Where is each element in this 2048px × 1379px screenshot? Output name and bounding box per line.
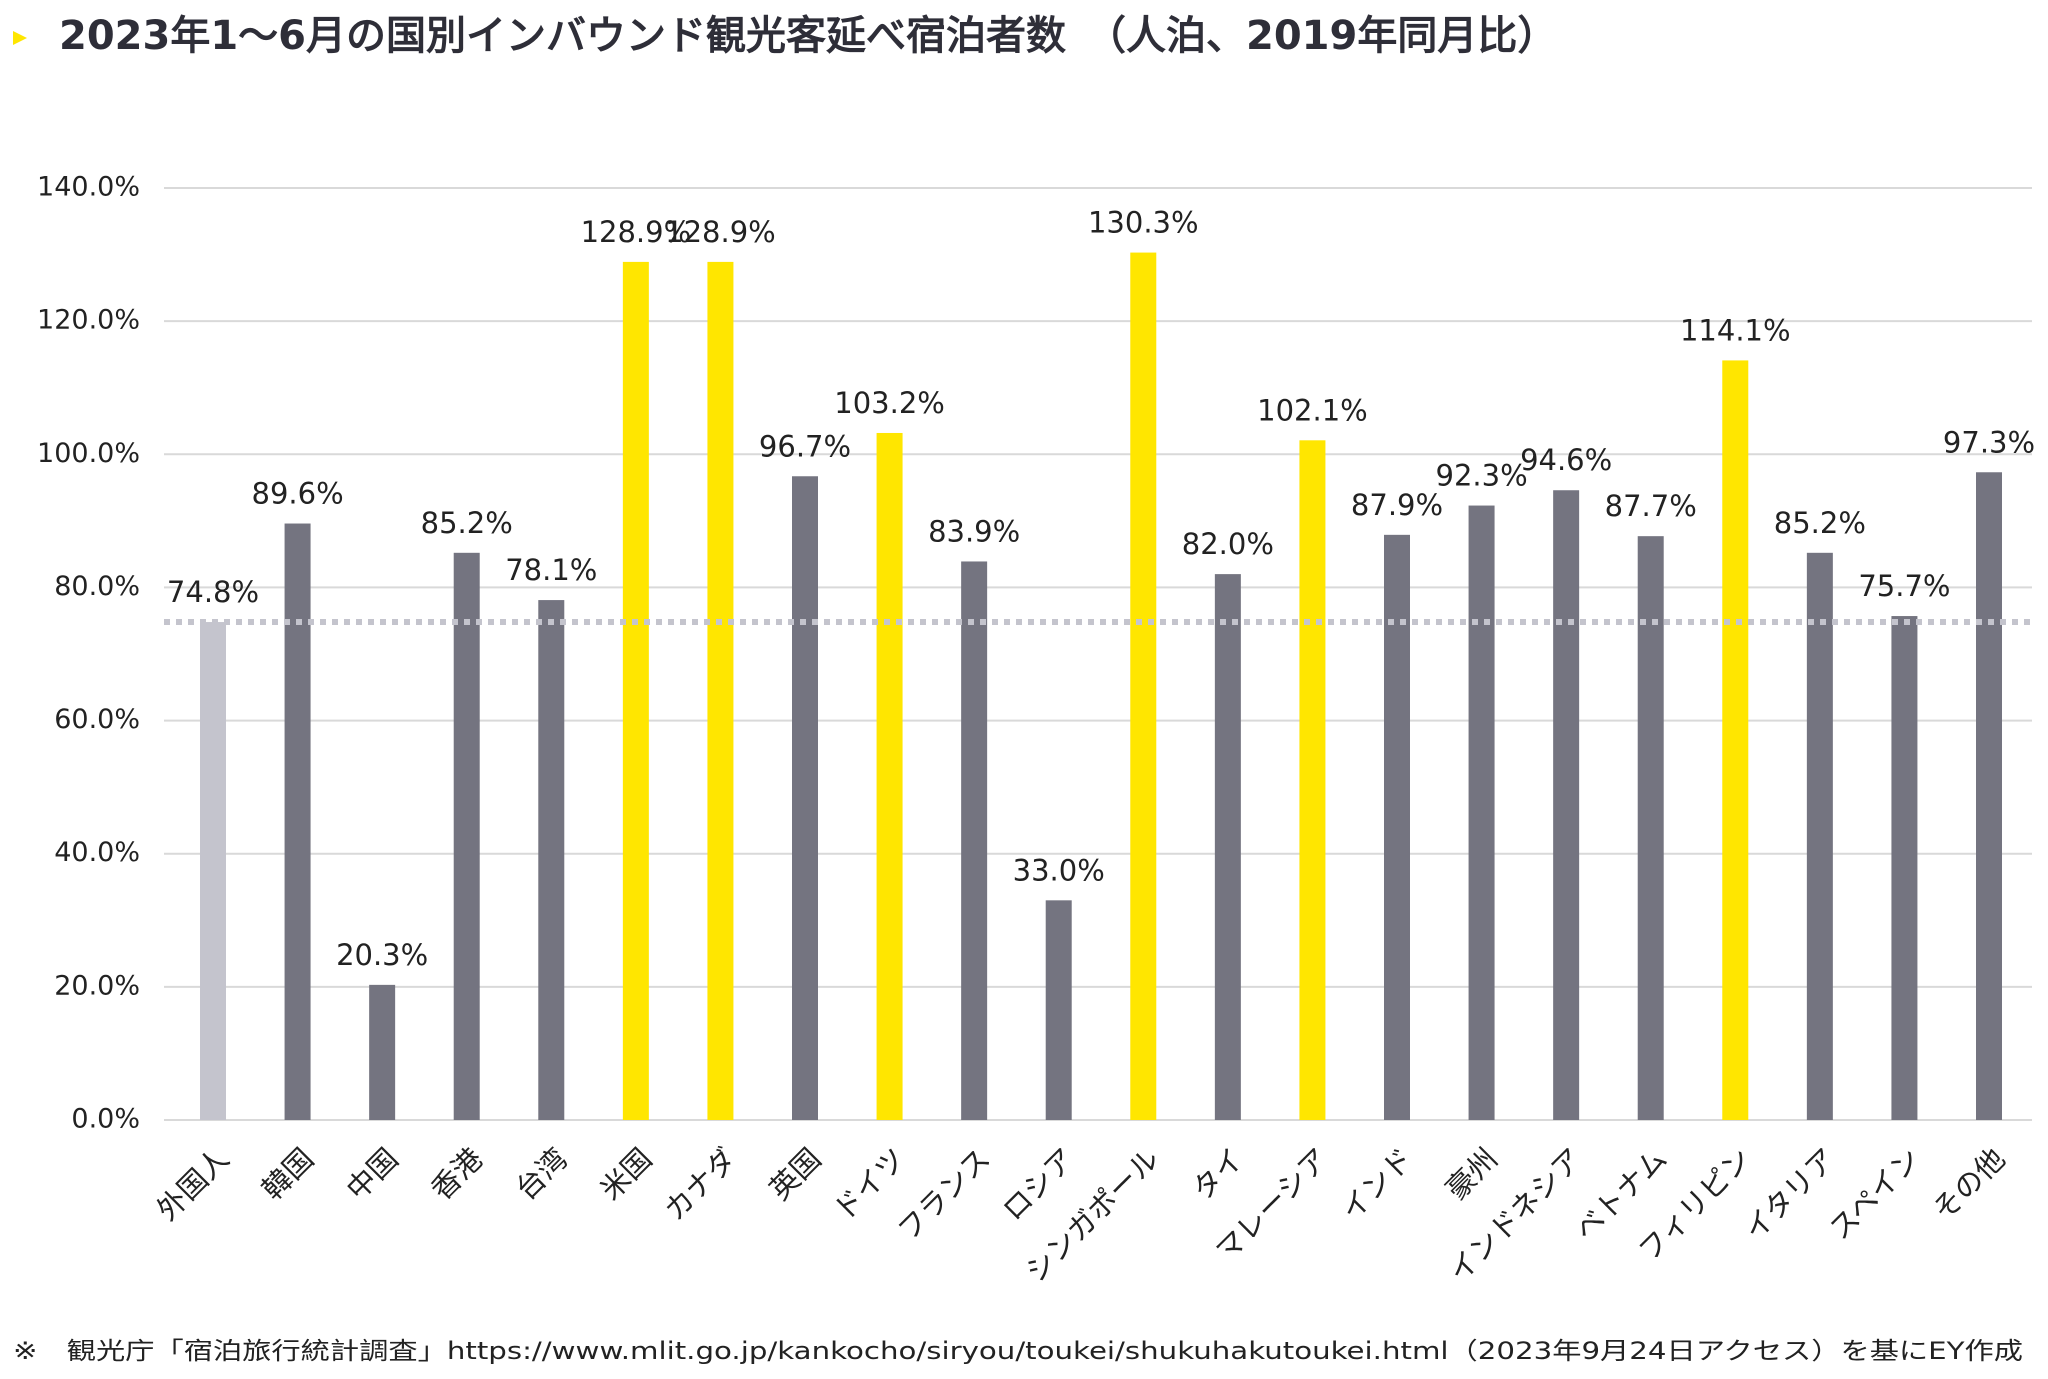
y-tick-label: 0.0% bbox=[71, 1104, 140, 1135]
bar bbox=[707, 261, 734, 1120]
x-tick-label: 豪州 bbox=[1439, 1142, 1504, 1207]
y-tick-label: 40.0% bbox=[54, 837, 140, 868]
x-tick-label: 米国 bbox=[593, 1142, 658, 1207]
x-tick-label: 韓国 bbox=[255, 1142, 320, 1207]
value-label: 20.3% bbox=[336, 938, 428, 972]
y-tick-label: 60.0% bbox=[54, 704, 140, 735]
bar bbox=[1637, 536, 1664, 1120]
bar bbox=[1722, 360, 1749, 1120]
value-label: 102.1% bbox=[1257, 393, 1368, 427]
bar bbox=[369, 984, 396, 1120]
x-tick-label: インド bbox=[1334, 1142, 1420, 1228]
value-label: 96.7% bbox=[759, 429, 851, 463]
value-label: 130.3% bbox=[1088, 206, 1199, 240]
value-label: 103.2% bbox=[834, 386, 945, 420]
bar bbox=[453, 552, 480, 1120]
value-label: 82.0% bbox=[1182, 527, 1274, 561]
bar bbox=[1891, 616, 1918, 1120]
x-tick-label: 英国 bbox=[763, 1142, 828, 1207]
x-tick-label: タイ bbox=[1185, 1142, 1250, 1207]
value-label: 75.7% bbox=[1858, 569, 1950, 603]
x-tick-label: 中国 bbox=[340, 1142, 405, 1207]
value-label: 87.7% bbox=[1605, 489, 1697, 523]
value-label: 33.0% bbox=[1013, 853, 1105, 887]
bar bbox=[1299, 440, 1326, 1120]
bar bbox=[1806, 552, 1833, 1120]
value-label: 78.1% bbox=[505, 553, 597, 587]
bar bbox=[1130, 252, 1157, 1120]
bar bbox=[284, 523, 311, 1120]
value-label: 85.2% bbox=[421, 506, 513, 540]
x-tick-label: スペイン bbox=[1822, 1142, 1927, 1247]
bar bbox=[200, 622, 226, 1120]
bar bbox=[622, 261, 649, 1120]
x-tick-label: イタリア bbox=[1737, 1142, 1842, 1247]
x-tick-label: その他 bbox=[1926, 1142, 2012, 1228]
value-label: 89.6% bbox=[252, 477, 344, 511]
value-label: 94.6% bbox=[1520, 443, 1612, 477]
value-label: 128.9% bbox=[581, 215, 692, 249]
bar bbox=[876, 432, 903, 1120]
bar bbox=[538, 600, 565, 1120]
y-tick-label: 100.0% bbox=[37, 438, 140, 469]
value-label: 97.3% bbox=[1943, 425, 2035, 459]
bar bbox=[1045, 900, 1072, 1120]
x-tick-label: カナダ bbox=[657, 1142, 743, 1228]
value-label: 83.9% bbox=[928, 514, 1020, 548]
x-tick-label: 台湾 bbox=[509, 1142, 574, 1207]
bar bbox=[1553, 490, 1580, 1121]
y-tick-label: 80.0% bbox=[54, 571, 140, 602]
source-note: ※ 観光庁「宿泊旅行統計調査」https://www.mlit.go.jp/ka… bbox=[13, 1337, 2023, 1365]
value-label: 114.1% bbox=[1680, 313, 1791, 347]
y-tick-label: 140.0% bbox=[37, 172, 140, 203]
value-label: 128.9% bbox=[665, 215, 776, 249]
bar bbox=[1384, 534, 1410, 1120]
bar bbox=[1468, 505, 1495, 1120]
title-bullet bbox=[13, 31, 27, 45]
chart-title: 2023年1～6月の国別インバウンド観光客延べ宿泊者数 （人泊、2019年同月比… bbox=[59, 13, 1557, 59]
value-label: 85.2% bbox=[1774, 506, 1866, 540]
x-tick-label: 外国人 bbox=[150, 1142, 236, 1228]
value-label: 92.3% bbox=[1436, 459, 1528, 493]
y-tick-label: 120.0% bbox=[37, 305, 140, 336]
bar bbox=[1976, 472, 2002, 1120]
value-label: 87.9% bbox=[1351, 488, 1443, 522]
bar bbox=[792, 476, 818, 1120]
bar bbox=[1214, 574, 1241, 1120]
x-tick-label: フランス bbox=[891, 1142, 997, 1248]
x-tick-label: 香港 bbox=[424, 1142, 489, 1207]
value-label: 74.8% bbox=[167, 575, 259, 609]
y-tick-label: 20.0% bbox=[54, 970, 140, 1001]
bar bbox=[961, 561, 988, 1120]
